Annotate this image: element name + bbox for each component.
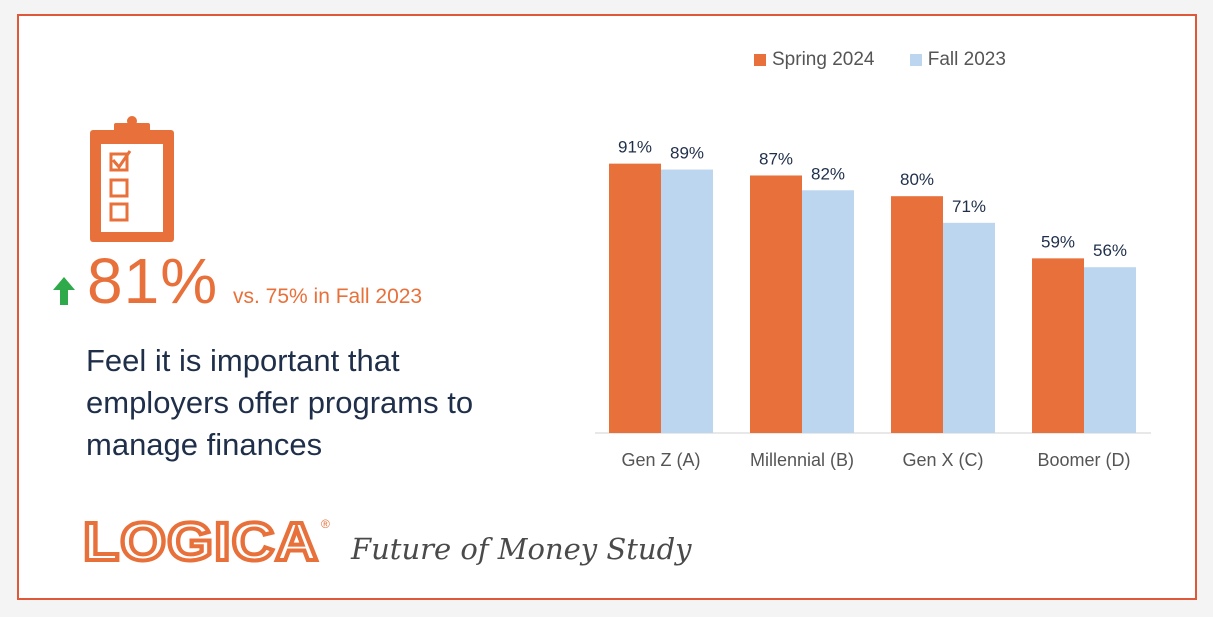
bar-fall-1 bbox=[802, 190, 854, 433]
statement-text: Feel it is important that employers offe… bbox=[86, 343, 474, 462]
data-label-spring-0: 91% bbox=[618, 138, 652, 157]
data-label-spring-1: 87% bbox=[759, 149, 793, 168]
data-label-fall-0: 89% bbox=[670, 144, 704, 163]
legend-label-spring: Spring 2024 bbox=[772, 49, 875, 70]
legend-label-fall: Fall 2023 bbox=[927, 49, 1006, 70]
data-label-fall-3: 56% bbox=[1093, 241, 1127, 260]
category-label-1: Millennial (B) bbox=[750, 450, 854, 470]
logica-logo: LOGICA ® bbox=[83, 514, 330, 570]
bar-spring-0 bbox=[609, 163, 661, 433]
arrow-up-icon bbox=[53, 277, 75, 305]
category-label-3: Boomer (D) bbox=[1037, 450, 1130, 470]
bar-spring-2 bbox=[891, 196, 943, 433]
bar-fall-0 bbox=[661, 169, 713, 433]
data-label-fall-2: 71% bbox=[952, 197, 986, 216]
bar-spring-3 bbox=[1032, 258, 1084, 433]
logo-tagline: Future of Money Study bbox=[351, 532, 692, 566]
stat-value: 81% bbox=[87, 245, 219, 317]
stat-comparison: vs. 75% in Fall 2023 bbox=[233, 285, 423, 308]
legend-swatch-spring bbox=[754, 54, 766, 66]
legend-swatch-fall bbox=[909, 54, 922, 66]
category-label-0: Gen Z (A) bbox=[621, 450, 700, 470]
bar-fall-3 bbox=[1084, 267, 1136, 433]
card-frame: 81% vs. 75% in Fall 2023 Feel it is impo… bbox=[17, 14, 1197, 600]
data-label-spring-3: 59% bbox=[1041, 232, 1075, 251]
bar-spring-1 bbox=[750, 175, 802, 434]
legend-item-spring: Spring 2024 bbox=[754, 49, 874, 71]
svg-text:LOGICA: LOGICA bbox=[83, 514, 319, 570]
data-label-fall-1: 82% bbox=[811, 164, 845, 183]
chart-legend: Spring 2024 Fall 2023 bbox=[754, 49, 1036, 72]
svg-text:®: ® bbox=[321, 517, 330, 531]
clipboard-checklist-icon bbox=[90, 116, 174, 242]
category-label-2: Gen X (C) bbox=[902, 450, 983, 470]
bar-fall-2 bbox=[943, 222, 995, 433]
data-label-spring-2: 80% bbox=[900, 170, 934, 189]
legend-item-fall: Fall 2023 bbox=[909, 49, 1006, 71]
